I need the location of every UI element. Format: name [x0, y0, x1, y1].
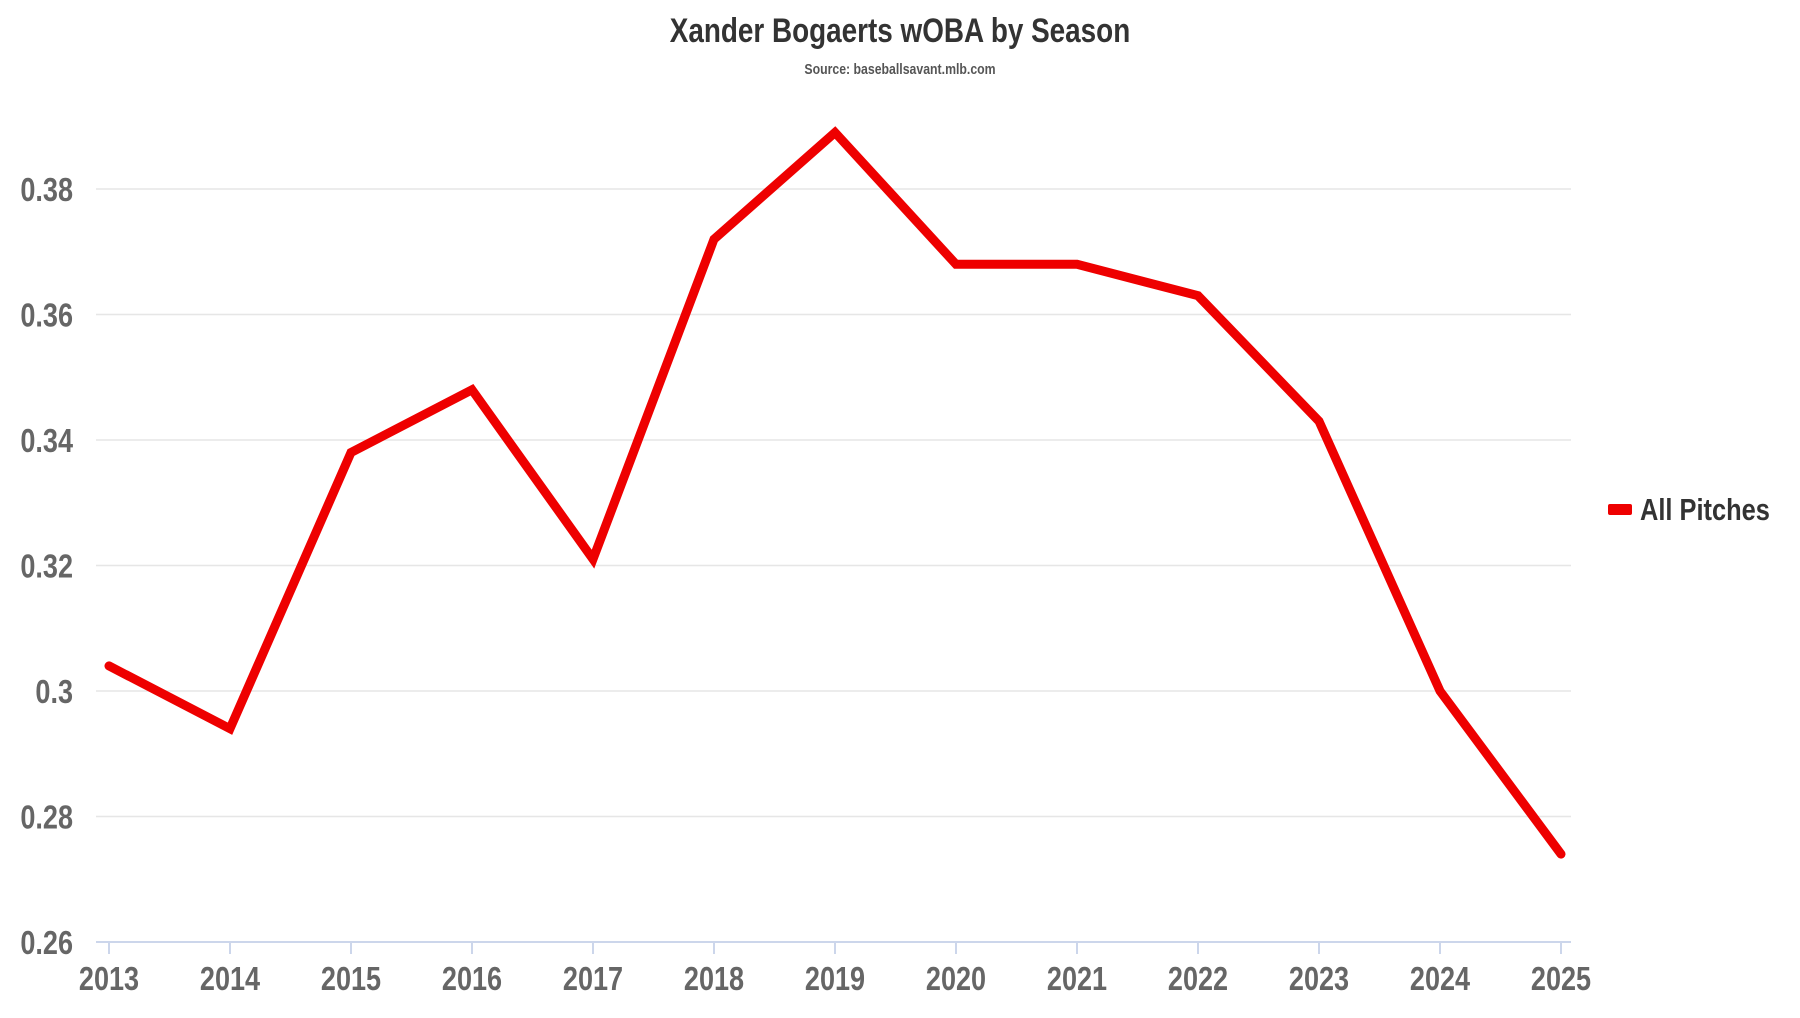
gridlines [96, 188, 1571, 818]
chart-subtitle: Source: baseballsavant.mlb.com [804, 61, 995, 77]
legend-item-all-pitches[interactable]: All Pitches [1640, 493, 1770, 528]
x-tick-label: 2025 [1531, 962, 1591, 998]
x-tick-label: 2017 [563, 962, 623, 998]
x-tick-label: 2020 [926, 962, 986, 998]
y-tick-label: 0.32 [20, 549, 73, 585]
legend[interactable]: All Pitches [1608, 493, 1770, 528]
y-axis-labels: 0.26 0.28 0.3 0.32 0.34 0.36 0.38 [20, 173, 73, 962]
y-tick-label: 0.3 [35, 675, 73, 711]
x-axis: 2013 2014 2015 2016 2017 2018 2019 2020 2021 2022… [79, 941, 1591, 998]
y-tick-label: 0.26 [20, 926, 73, 962]
x-tick-label: 2016 [442, 962, 502, 998]
y-tick-label: 0.36 [20, 298, 73, 334]
series-layer [104, 126, 1566, 859]
x-tick-label: 2015 [321, 962, 381, 998]
x-tick-label: 2018 [684, 962, 744, 998]
x-tick-label: 2021 [1047, 962, 1107, 998]
y-tick-label: 0.28 [20, 800, 73, 836]
x-tick-label: 2023 [1289, 962, 1349, 998]
x-tick-label: 2024 [1410, 962, 1470, 998]
y-tick-label: 0.34 [20, 424, 73, 460]
x-tick-label: 2014 [200, 962, 260, 998]
y-tick-label: 0.38 [20, 173, 73, 209]
chart-title: Xander Bogaerts wOBA by Season [670, 11, 1130, 49]
legend-swatch-icon [1608, 504, 1632, 515]
series-line-all-pitches[interactable] [104, 126, 1566, 859]
x-tick-label: 2019 [805, 962, 865, 998]
x-tick-label: 2022 [1168, 962, 1228, 998]
x-tick-label: 2013 [79, 962, 139, 998]
